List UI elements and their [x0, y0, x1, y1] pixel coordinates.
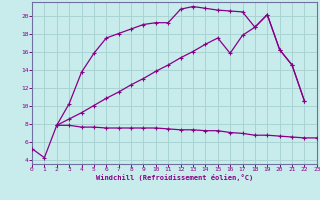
X-axis label: Windchill (Refroidissement éolien,°C): Windchill (Refroidissement éolien,°C) [96, 174, 253, 181]
